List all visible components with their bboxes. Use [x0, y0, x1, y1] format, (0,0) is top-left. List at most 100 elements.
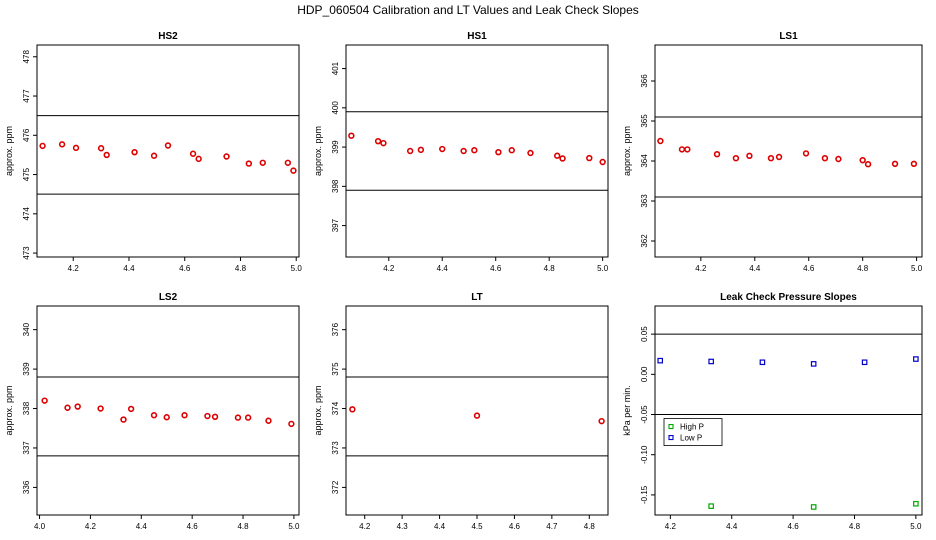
panel-title: HS1 — [467, 31, 487, 42]
panel-5: LT approx. ppm 4.2 4.3 4.4 4.5 4.6 4.7 4.8 372 373… — [313, 292, 609, 531]
y-tick-label: 477 — [22, 89, 31, 103]
data-point — [439, 145, 446, 153]
data-point — [910, 160, 918, 168]
data-point — [284, 159, 292, 166]
x-tick-label: 5.0 — [910, 522, 922, 531]
x-tick-label: 4.6 — [187, 522, 199, 531]
data-point — [74, 403, 81, 410]
data-point — [195, 155, 202, 163]
y-tick-label: 365 — [640, 114, 649, 128]
legend-box — [663, 418, 723, 446]
data-point — [708, 503, 714, 509]
y-tick-label: 373 — [331, 441, 340, 455]
data-point — [599, 158, 606, 166]
y-tick-label: 338 — [22, 401, 31, 415]
data-point — [204, 412, 211, 420]
x-tick-label: 4.2 — [383, 264, 395, 273]
data-point — [150, 412, 158, 419]
data-point — [417, 146, 425, 154]
data-point — [380, 139, 387, 147]
data-point — [290, 167, 297, 174]
data-point — [120, 416, 127, 423]
panel-title: Leak Check Pressure Slopes — [720, 292, 857, 303]
data-point — [349, 406, 356, 413]
data-point — [913, 356, 919, 362]
y-tick-label: 476 — [22, 128, 31, 142]
legend-label: Low P — [680, 434, 702, 443]
data-point — [861, 359, 868, 366]
legend-marker — [668, 434, 674, 441]
y-tick-label: 478 — [22, 50, 31, 64]
y-tick-label: -0.10 — [640, 445, 649, 464]
legend-marker — [668, 423, 674, 430]
data-point — [802, 150, 810, 157]
data-point — [810, 361, 817, 367]
data-point — [97, 145, 105, 152]
data-point — [891, 160, 899, 168]
data-point — [835, 155, 842, 163]
panel-title: LS2 — [159, 292, 178, 303]
y-axis-label: approx. ppm — [313, 126, 323, 176]
y-tick-label: 0.00 — [640, 366, 649, 382]
x-tick-label: 4.2 — [68, 264, 80, 273]
data-point — [181, 412, 188, 419]
data-point — [767, 155, 775, 162]
data-point — [211, 413, 219, 421]
data-point — [864, 161, 872, 168]
panel-6: Leak Check Pressure Slopes kPa per min. 4.… — [622, 292, 923, 531]
y-tick-label: 366 — [640, 74, 649, 88]
y-tick-label: -0.15 — [640, 485, 649, 504]
panel-2: HS1 approx. ppm 4.2 4.4 4.6 4.8 5.0 397 398 399 40… — [313, 31, 609, 273]
y-tick-label: -0.05 — [640, 405, 649, 424]
data-point — [508, 147, 515, 154]
plot-frame — [654, 44, 923, 258]
data-point — [495, 148, 502, 156]
y-tick-label: 375 — [331, 362, 340, 376]
data-point — [39, 142, 46, 150]
y-tick-label: 474 — [22, 207, 31, 221]
x-tick-label: 4.6 — [788, 522, 800, 531]
x-tick-label: 5.0 — [288, 522, 300, 531]
data-point — [746, 152, 753, 160]
data-point — [759, 359, 766, 366]
data-point — [41, 397, 48, 404]
panel-3: LS1 approx. ppm 4.2 4.4 4.6 4.8 5.0 362 363 364 36… — [622, 31, 923, 273]
x-tick-label: 4.8 — [544, 264, 556, 273]
data-point — [72, 144, 80, 152]
y-tick-label: 340 — [22, 322, 31, 336]
data-point — [244, 414, 252, 421]
data-point — [265, 417, 272, 424]
y-tick-label: 0.05 — [640, 326, 649, 342]
x-tick-label: 4.4 — [749, 264, 761, 273]
data-point — [127, 405, 135, 413]
data-point — [554, 152, 561, 159]
data-point — [288, 420, 295, 428]
x-tick-label: 4.4 — [434, 522, 446, 531]
data-point — [559, 155, 566, 162]
legend: High P Low P — [663, 418, 723, 446]
x-tick-label: 4.5 — [471, 522, 483, 531]
x-tick-label: 4.4 — [437, 264, 449, 273]
x-tick-label: 4.6 — [803, 264, 815, 273]
y-axis-label: approx. ppm — [4, 126, 14, 176]
y-axis-label: approx. ppm — [622, 126, 632, 176]
data-point — [471, 147, 478, 154]
y-tick-label: 362 — [640, 234, 649, 248]
x-tick-label: 5.0 — [597, 264, 609, 273]
x-tick-label: 4.4 — [136, 522, 148, 531]
x-tick-label: 4.6 — [490, 264, 502, 273]
data-point — [708, 358, 714, 365]
y-axis-label: approx. ppm — [313, 385, 323, 435]
y-tick-label: 339 — [22, 362, 31, 376]
data-point — [775, 153, 783, 161]
data-point — [64, 404, 71, 411]
data-point — [684, 146, 691, 153]
y-tick-label: 372 — [331, 480, 340, 494]
y-tick-label: 363 — [640, 194, 649, 208]
data-point — [348, 132, 355, 139]
y-tick-label: 397 — [331, 218, 340, 232]
panel-title: LT — [471, 292, 482, 303]
y-tick-label: 376 — [331, 322, 340, 336]
plot-frame — [654, 305, 923, 516]
